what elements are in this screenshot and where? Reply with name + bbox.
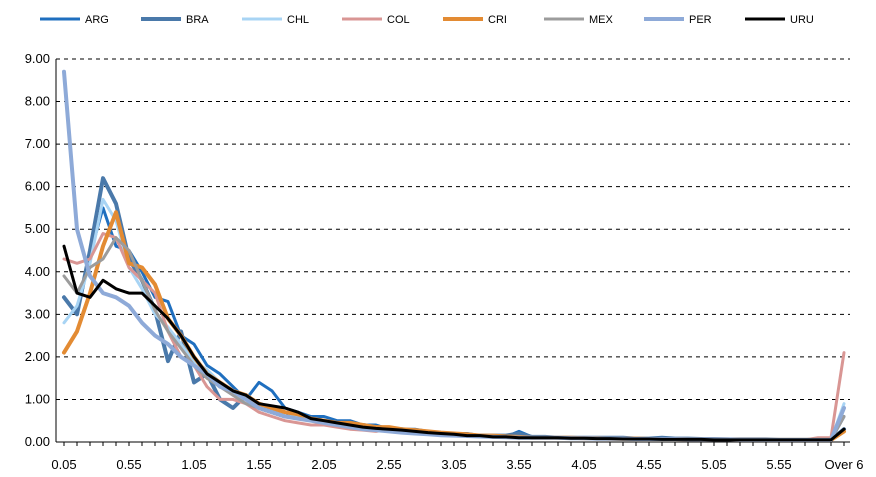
- x-tick-label: 5.05: [701, 457, 726, 472]
- series-line-arg: [62, 206, 846, 442]
- x-tick-label: 3.55: [506, 457, 531, 472]
- x-tick-label: 4.55: [636, 457, 661, 472]
- y-tick-label: 0.00: [25, 434, 50, 449]
- legend-label-arg: ARG: [85, 14, 109, 26]
- x-tick-label: 4.05: [571, 457, 596, 472]
- legend-label-bra: BRA: [186, 14, 209, 26]
- legend-label-mex: MEX: [589, 14, 614, 26]
- y-tick-label: 5.00: [25, 221, 50, 236]
- y-tick-label: 1.00: [25, 391, 50, 406]
- y-tick-label: 6.00: [25, 179, 50, 194]
- y-tick-label: 2.00: [25, 349, 50, 364]
- series-lines: [62, 69, 846, 442]
- x-tick-label: 3.05: [441, 457, 466, 472]
- legend-label-col: COL: [387, 14, 410, 26]
- y-axis: 0.00 1.00 2.00 3.00 4.00 5.00 6.00 7.00 8.00 9.00: [25, 51, 57, 449]
- x-tick-label: 1.05: [181, 457, 206, 472]
- x-tick-label: 0.05: [51, 457, 76, 472]
- y-tick-label: 3.00: [25, 306, 50, 321]
- x-tick-label: 0.55: [116, 457, 141, 472]
- series-line-per: [62, 69, 846, 442]
- x-tick-label: 2.05: [311, 457, 336, 472]
- legend: ARG BRA CHL COL CRI MEX PER URU: [40, 14, 814, 26]
- series-line-chl: [62, 197, 846, 442]
- y-tick-label: 4.00: [25, 264, 50, 279]
- x-tick-label: 2.55: [376, 457, 401, 472]
- y-tick-label: 8.00: [25, 94, 50, 109]
- x-tick-label: 5.55: [766, 457, 791, 472]
- series-line-bra: [62, 176, 846, 442]
- legend-label-uru: URU: [790, 14, 814, 26]
- x-tick-label: 1.55: [246, 457, 271, 472]
- y-tick-label: 9.00: [25, 51, 50, 66]
- series-line-uru: [62, 244, 846, 442]
- legend-label-cri: CRI: [488, 14, 507, 26]
- y-tick-label: 7.00: [25, 136, 50, 151]
- legend-label-chl: CHL: [287, 14, 309, 26]
- x-axis: 0.05 0.55 1.05 1.55 2.05 2.55 3.05 3.55 4.05 4.55…: [51, 441, 864, 472]
- series-line-cri: [62, 210, 846, 442]
- legend-label-per: PER: [689, 14, 712, 26]
- x-tick-label: Over 6: [824, 457, 863, 472]
